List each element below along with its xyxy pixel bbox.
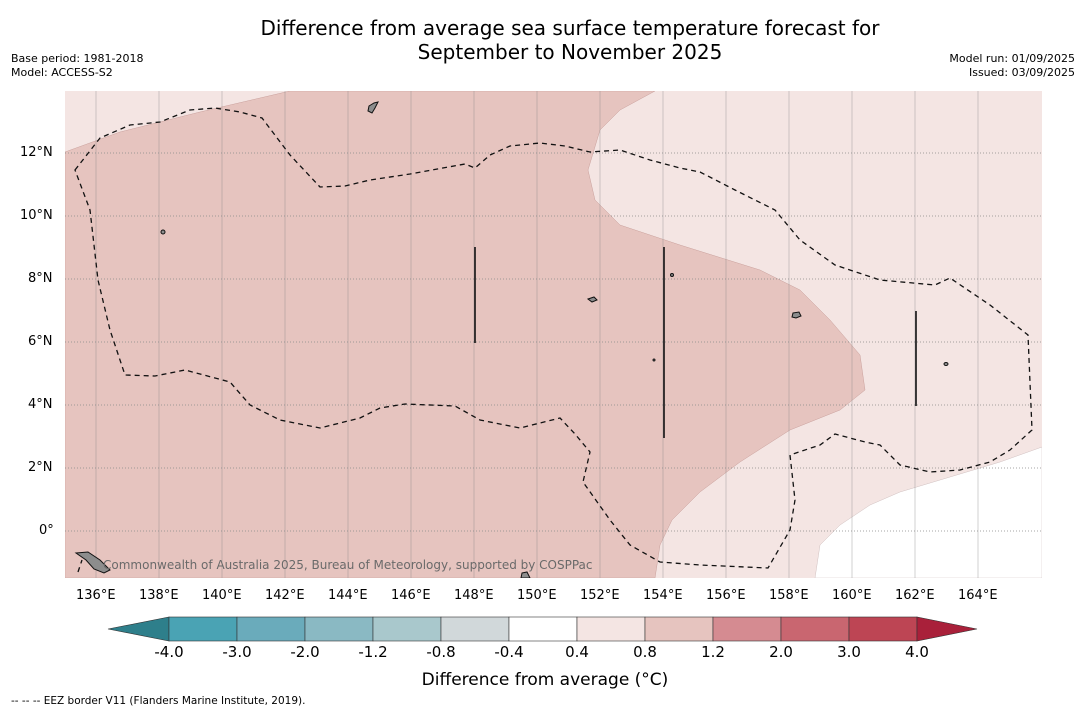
eez-borders (74, 107, 1033, 573)
colorbar-segment (644, 616, 714, 642)
colorbar-label-10: 3.0 (837, 643, 861, 661)
colorbar-label-6: 0.4 (565, 643, 589, 661)
lon-label-164e: 164°E (958, 588, 998, 603)
lon-label-142e: 142°E (265, 588, 305, 603)
copyright-notice: Commonwealth of Australia 2025, Bureau o… (103, 558, 593, 572)
colorbar-segment (304, 616, 374, 642)
colorbar-title: Difference from average (°C) (421, 670, 669, 690)
issued-date: Issued: 03/09/2025 (968, 66, 1075, 79)
lat-label-8n: 8°N (28, 271, 53, 286)
colorbar-segment (576, 616, 646, 642)
anomaly-fill-0.8-1.2 (65, 91, 866, 578)
map-title-line-2: September to November 2025 (417, 40, 723, 64)
lon-label-138e: 138°E (139, 588, 179, 603)
colorbar-label-11: 4.0 (905, 643, 929, 661)
colorbar-extend-low (107, 616, 170, 642)
lon-label-148e: 148°E (454, 588, 494, 603)
lon-label-158e: 158°E (769, 588, 809, 603)
colorbar-segment (780, 616, 850, 642)
lat-label-4n: 4°N (28, 397, 53, 412)
colorbar-segment (236, 616, 306, 642)
colorbar (107, 616, 978, 642)
lat-label-0: 0° (39, 523, 54, 538)
colorbar-segment (372, 616, 442, 642)
lon-label-136e: 136°E (76, 588, 116, 603)
colorbar-label-2: -2.0 (290, 643, 320, 661)
colorbar-segment (712, 616, 782, 642)
colorbar-segment (168, 616, 238, 642)
eez-footnote: -- -- -- EEZ border V11 (Flanders Marine… (11, 695, 306, 707)
colorbar-segment (440, 616, 510, 642)
colorbar-label-0: -4.0 (154, 643, 184, 661)
base-period: Base period: 1981-2018 (11, 52, 144, 65)
colorbar-label-1: -3.0 (222, 643, 252, 661)
anomaly-fill-neutral (814, 446, 1042, 578)
colorbar-segment (848, 616, 918, 642)
lon-label-162e: 162°E (895, 588, 935, 603)
colorbar-label-9: 2.0 (769, 643, 793, 661)
lon-label-144e: 144°E (328, 588, 368, 603)
model-run: Model run: 01/09/2025 (949, 52, 1075, 65)
lon-label-150e: 150°E (517, 588, 557, 603)
lat-label-2n: 2°N (28, 460, 53, 475)
lon-label-140e: 140°E (202, 588, 242, 603)
boundary-lines (474, 247, 917, 438)
lon-label-152e: 152°E (580, 588, 620, 603)
lon-label-146e: 146°E (391, 588, 431, 603)
lon-label-154e: 154°E (643, 588, 683, 603)
lon-label-160e: 160°E (832, 588, 872, 603)
parallel-grid (65, 152, 1042, 532)
lat-label-12n: 12°N (20, 145, 53, 160)
colorbar-label-4: -0.8 (426, 643, 456, 661)
meridian-grid (95, 91, 979, 578)
map-title-line-1: Difference from average sea surface temp… (260, 16, 880, 40)
lat-label-10n: 10°N (20, 208, 53, 223)
lat-label-6n: 6°N (28, 334, 53, 349)
colorbar-segment (508, 616, 578, 642)
colorbar-label-5: -0.4 (494, 643, 524, 661)
islands (74, 101, 949, 578)
lon-label-156e: 156°E (706, 588, 746, 603)
colorbar-label-8: 1.2 (701, 643, 725, 661)
colorbar-extend-high (916, 616, 978, 642)
colorbar-label-7: 0.8 (633, 643, 657, 661)
colorbar-label-3: -1.2 (358, 643, 388, 661)
model-name: Model: ACCESS-S2 (11, 66, 113, 79)
